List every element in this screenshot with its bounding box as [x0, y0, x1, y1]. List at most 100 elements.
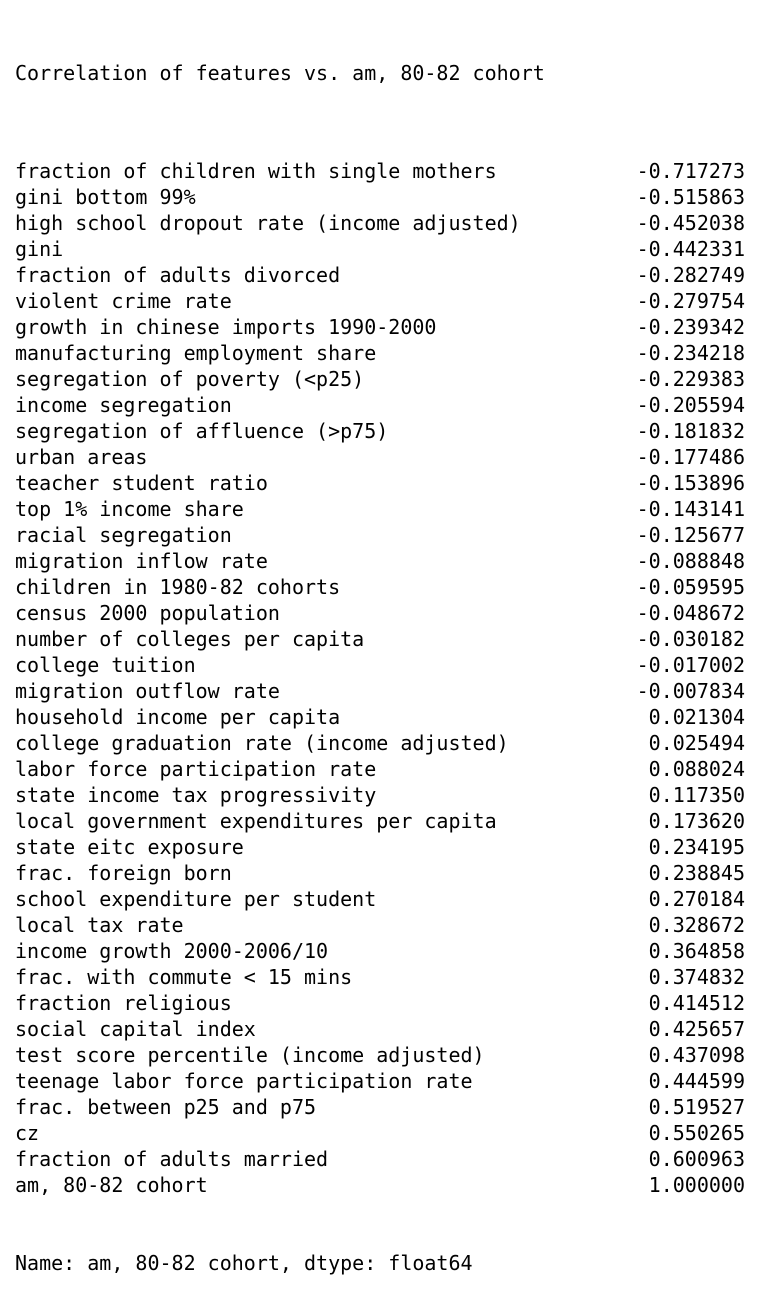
feature-name: segregation of poverty (<p25)	[15, 367, 365, 391]
correlation-row: fraction of children with single mothers…	[15, 158, 745, 184]
correlation-row: teacher student ratio -0.153896	[15, 470, 745, 496]
correlation-value: 0.425657	[648, 1017, 745, 1041]
feature-name: am, 80-82 cohort	[15, 1173, 208, 1197]
correlation-value: -0.181832	[636, 419, 745, 443]
feature-name: fraction of adults married	[15, 1147, 329, 1171]
feature-name: test score percentile (income adjusted)	[15, 1043, 485, 1067]
correlation-list: fraction of children with single mothers…	[15, 158, 745, 1198]
series-footer: Name: am, 80-82 cohort, dtype: float64	[15, 1251, 473, 1275]
correlation-value: -0.007834	[636, 679, 745, 703]
feature-name: fraction of children with single mothers	[15, 159, 497, 183]
correlation-output: Correlation of features vs. am, 80-82 co…	[15, 8, 745, 1302]
feature-name: state income tax progressivity	[15, 783, 377, 807]
correlation-value: 0.437098	[648, 1043, 745, 1067]
feature-name: frac. with commute < 15 mins	[15, 965, 353, 989]
feature-name: teacher student ratio	[15, 471, 268, 495]
feature-name: racial segregation	[15, 523, 232, 547]
correlation-row: high school dropout rate (income adjuste…	[15, 210, 745, 236]
correlation-row: am, 80-82 cohort 1.000000	[15, 1172, 745, 1198]
feature-name: census 2000 population	[15, 601, 280, 625]
correlation-row: test score percentile (income adjusted) 0…	[15, 1042, 745, 1068]
correlation-value: 0.238845	[648, 861, 745, 885]
correlation-row: frac. between p25 and p75 0.519527	[15, 1094, 745, 1120]
correlation-row: gini -0.442331	[15, 236, 745, 262]
feature-name: children in 1980-82 cohorts	[15, 575, 341, 599]
correlation-row: school expenditure per student 0.270184	[15, 886, 745, 912]
feature-name: income segregation	[15, 393, 232, 417]
feature-name: cz	[15, 1121, 40, 1145]
correlation-row: college tuition -0.017002	[15, 652, 745, 678]
correlation-value: -0.279754	[636, 289, 745, 313]
correlation-row: fraction of adults divorced -0.282749	[15, 262, 745, 288]
correlation-value: 0.550265	[648, 1121, 745, 1145]
correlation-row: frac. with commute < 15 mins 0.374832	[15, 964, 745, 990]
correlation-value: 0.270184	[648, 887, 745, 911]
feature-name: segregation of affluence (>p75)	[15, 419, 389, 443]
feature-name: fraction religious	[15, 991, 232, 1015]
correlation-row: segregation of affluence (>p75) -0.181832	[15, 418, 745, 444]
correlation-value: -0.234218	[636, 341, 745, 365]
correlation-value: -0.452038	[636, 211, 745, 235]
correlation-row: violent crime rate -0.279754	[15, 288, 745, 314]
correlation-value: -0.030182	[636, 627, 745, 651]
correlation-value: -0.239342	[636, 315, 745, 339]
feature-name: top 1% income share	[15, 497, 244, 521]
correlation-value: -0.125677	[636, 523, 745, 547]
correlation-value: -0.153896	[636, 471, 745, 495]
correlation-value: 0.328672	[648, 913, 745, 937]
feature-name: income growth 2000-2006/10	[15, 939, 329, 963]
correlation-row: fraction religious 0.414512	[15, 990, 745, 1016]
correlation-row: college graduation rate (income adjusted…	[15, 730, 745, 756]
correlation-row: segregation of poverty (<p25) -0.229383	[15, 366, 745, 392]
feature-name: local government expenditures per capita	[15, 809, 497, 833]
correlation-value: 0.519527	[648, 1095, 745, 1119]
feature-name: growth in chinese imports 1990-2000	[15, 315, 437, 339]
correlation-value: 0.600963	[648, 1147, 745, 1171]
correlation-row: state eitc exposure 0.234195	[15, 834, 745, 860]
feature-name: gini bottom 99%	[15, 185, 196, 209]
feature-name: frac. between p25 and p75	[15, 1095, 317, 1119]
feature-name: labor force participation rate	[15, 757, 377, 781]
correlation-value: 0.234195	[648, 835, 745, 859]
correlation-value: -0.059595	[636, 575, 745, 599]
correlation-row: growth in chinese imports 1990-2000 -0.23…	[15, 314, 745, 340]
correlation-row: income segregation -0.205594	[15, 392, 745, 418]
correlation-row: number of colleges per capita -0.030182	[15, 626, 745, 652]
feature-name: migration outflow rate	[15, 679, 280, 703]
feature-name: college graduation rate (income adjusted…	[15, 731, 509, 755]
feature-name: high school dropout rate (income adjuste…	[15, 211, 521, 235]
correlation-value: 0.088024	[648, 757, 745, 781]
correlation-row: census 2000 population -0.048672	[15, 600, 745, 626]
correlation-row: migration inflow rate -0.088848	[15, 548, 745, 574]
correlation-value: 0.414512	[648, 991, 745, 1015]
correlation-row: fraction of adults married 0.600963	[15, 1146, 745, 1172]
feature-name: state eitc exposure	[15, 835, 244, 859]
feature-name: household income per capita	[15, 705, 341, 729]
correlation-row: social capital index 0.425657	[15, 1016, 745, 1042]
feature-name: college tuition	[15, 653, 196, 677]
feature-name: manufacturing employment share	[15, 341, 377, 365]
correlation-value: -0.088848	[636, 549, 745, 573]
correlation-value: -0.229383	[636, 367, 745, 391]
correlation-row: local government expenditures per capita…	[15, 808, 745, 834]
feature-name: social capital index	[15, 1017, 256, 1041]
correlation-value: -0.205594	[636, 393, 745, 417]
correlation-row: frac. foreign born 0.238845	[15, 860, 745, 886]
output-title: Correlation of features vs. am, 80-82 co…	[15, 61, 545, 85]
correlation-value: 0.021304	[648, 705, 745, 729]
correlation-row: racial segregation -0.125677	[15, 522, 745, 548]
feature-name: school expenditure per student	[15, 887, 377, 911]
correlation-row: gini bottom 99% -0.515863	[15, 184, 745, 210]
feature-name: teenage labor force participation rate	[15, 1069, 473, 1093]
correlation-row: cz 0.550265	[15, 1120, 745, 1146]
feature-name: migration inflow rate	[15, 549, 268, 573]
feature-name: local tax rate	[15, 913, 184, 937]
correlation-row: household income per capita 0.021304	[15, 704, 745, 730]
correlation-value: 0.444599	[648, 1069, 745, 1093]
correlation-value: 1.000000	[648, 1173, 745, 1197]
feature-name: frac. foreign born	[15, 861, 232, 885]
correlation-value: -0.515863	[636, 185, 745, 209]
feature-name: violent crime rate	[15, 289, 232, 313]
correlation-row: children in 1980-82 cohorts -0.059595	[15, 574, 745, 600]
correlation-value: -0.143141	[636, 497, 745, 521]
